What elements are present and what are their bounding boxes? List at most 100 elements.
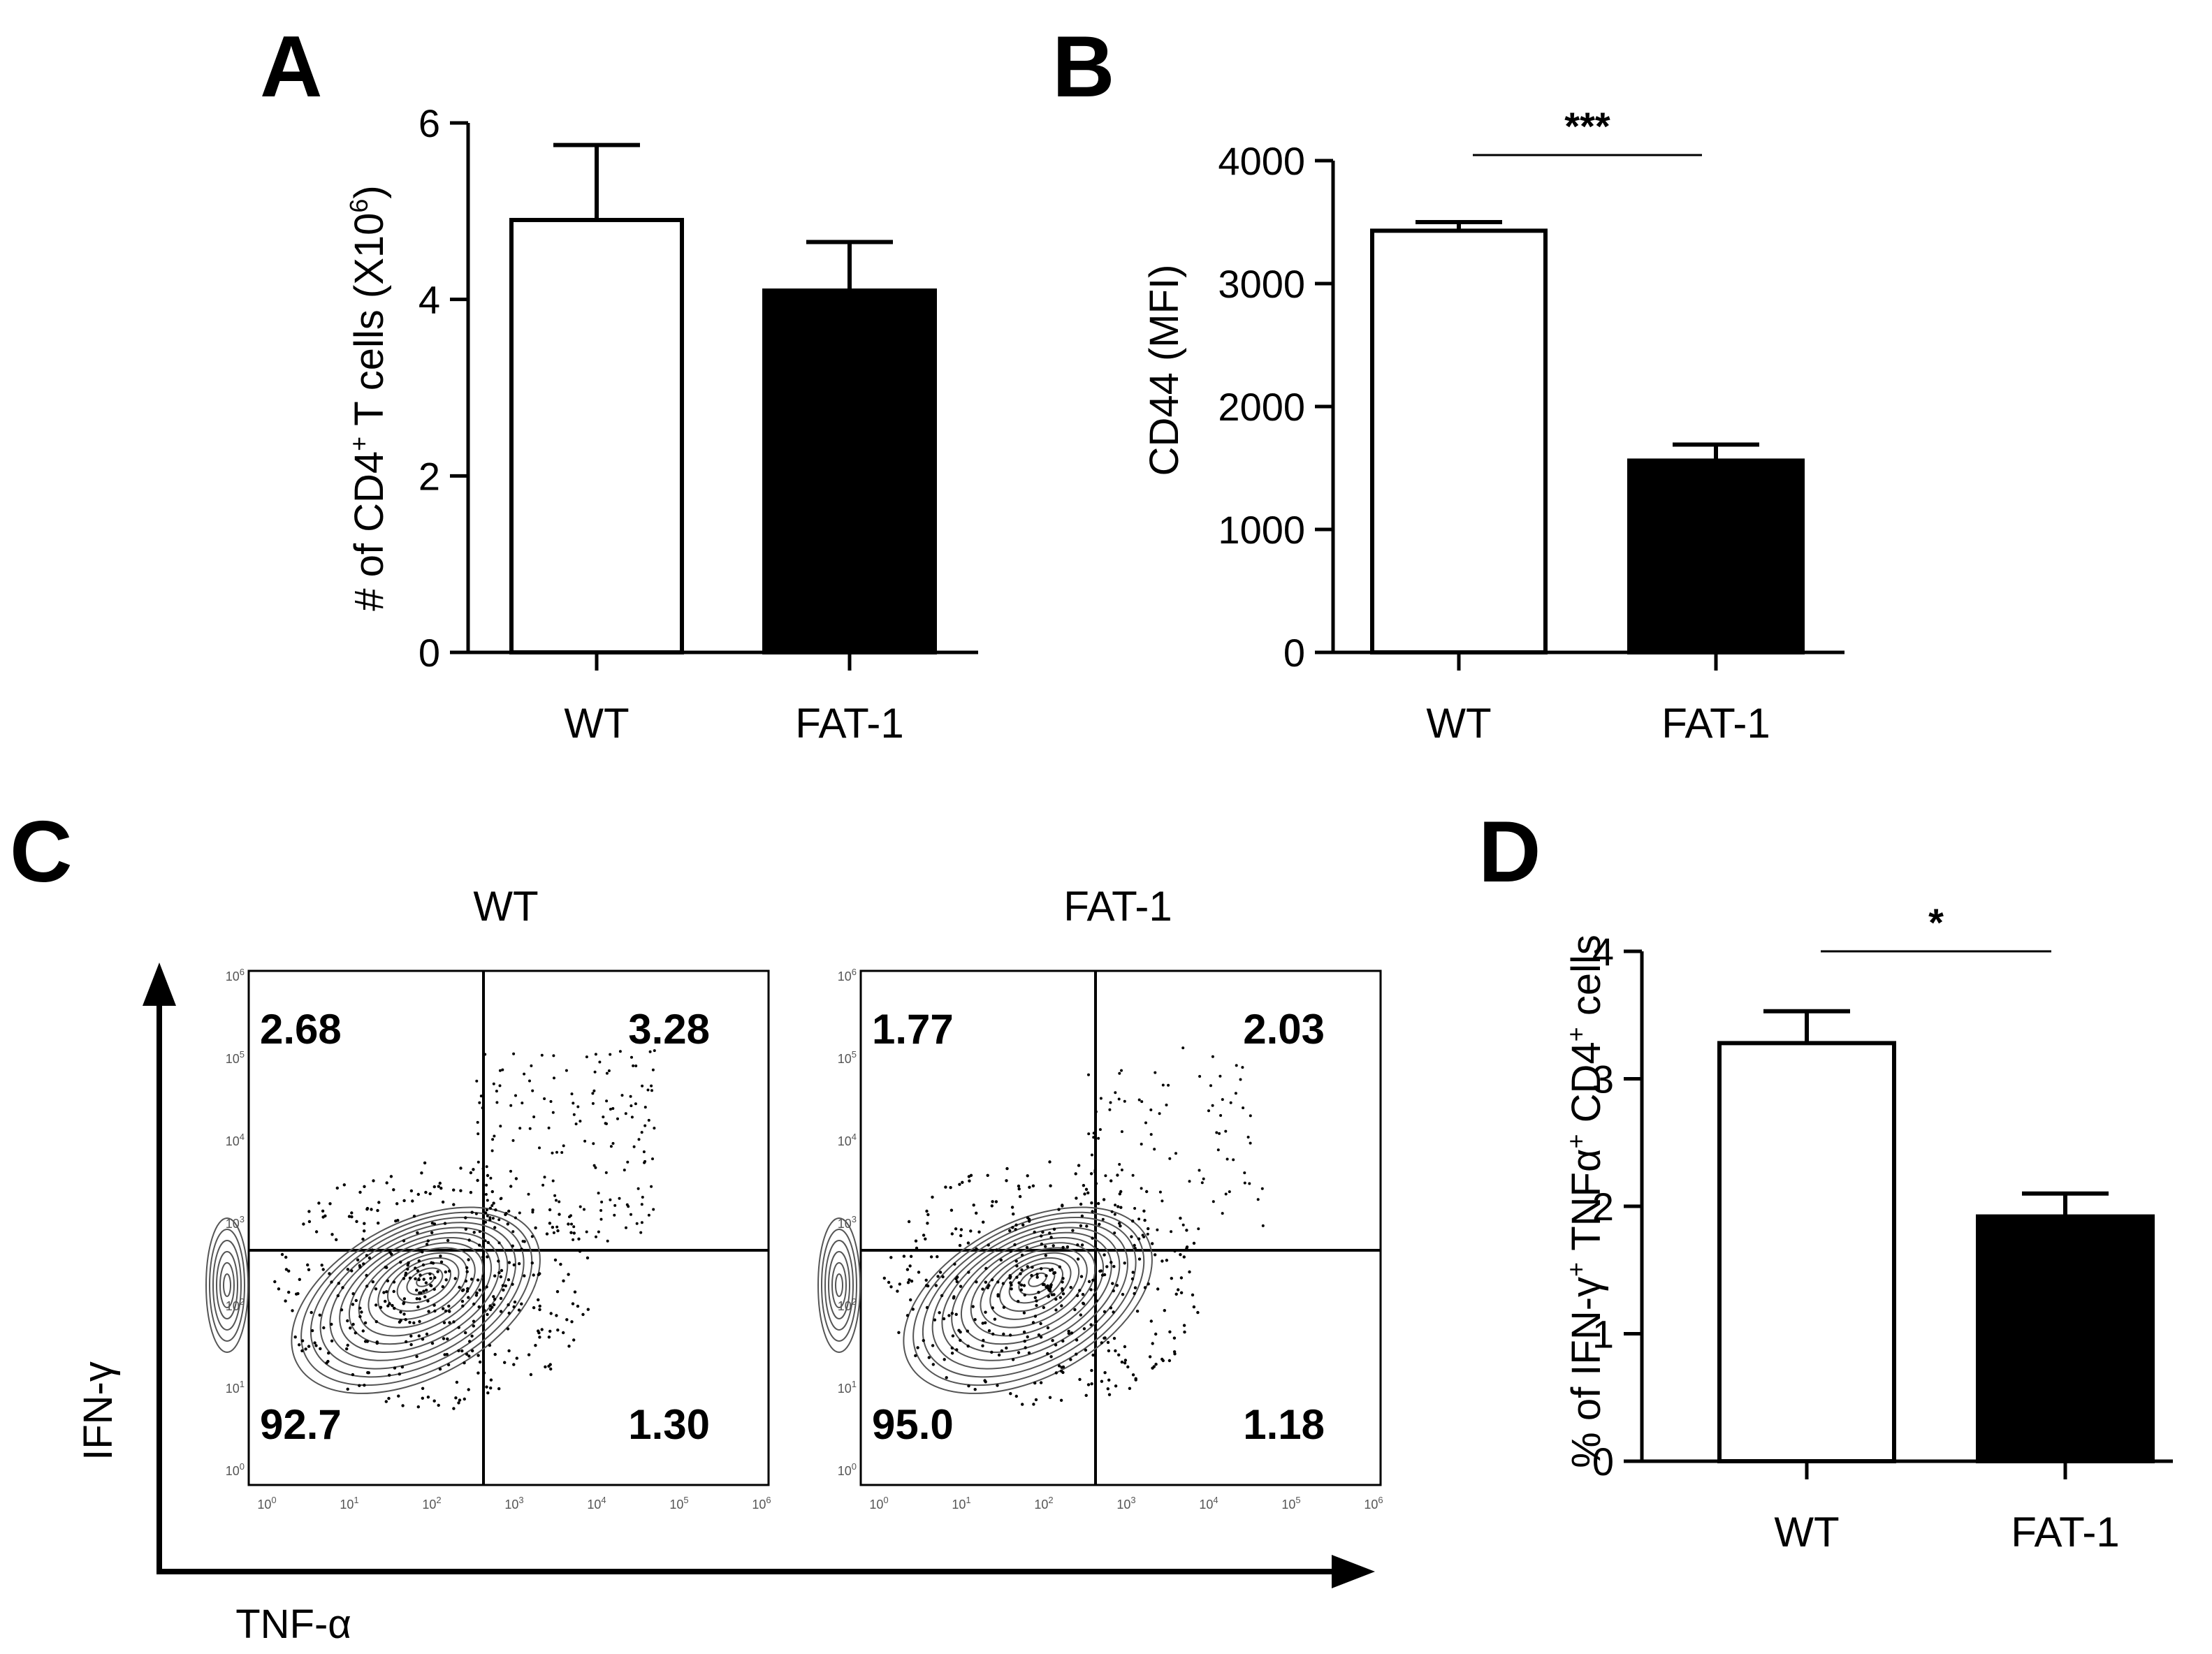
event-dot-wt: [514, 1177, 518, 1180]
event-dot-wt: [558, 1200, 561, 1203]
event-dot-fat1: [1153, 1148, 1156, 1151]
flow-axis-ticks: 100 100 101 101 102 102 103 103 104 104 105 105 106 1…: [226, 967, 1383, 1512]
event-dot-fat1: [931, 1344, 935, 1347]
event-dot-wt: [465, 1270, 469, 1273]
event-dot-fat1: [1053, 1271, 1057, 1275]
event-dot-wt: [439, 1260, 444, 1264]
event-dot-fat1: [1143, 1286, 1147, 1289]
event-dot-wt: [540, 1053, 544, 1057]
flow-xtick-wt: 101: [340, 1495, 358, 1512]
event-dot-fat1: [1077, 1164, 1081, 1167]
event-dot-wt: [470, 1210, 474, 1214]
event-dot-fat1: [950, 1352, 954, 1355]
contour-density-fat1: [817, 1206, 1153, 1394]
event-dot-fat1: [981, 1344, 984, 1348]
event-dot-wt: [445, 1352, 449, 1356]
panel-b-ytick-label: 3000: [1218, 262, 1305, 306]
event-dot-fat1: [1008, 1333, 1012, 1337]
event-dot-fat1: [1020, 1253, 1024, 1257]
event-dot-wt: [430, 1222, 435, 1225]
event-dot-wt: [422, 1289, 425, 1293]
event-dot-wt: [307, 1345, 311, 1348]
panel-b-bar-fat-1: [1627, 458, 1805, 654]
event-dot-fat1: [924, 1284, 929, 1287]
event-dot-wt: [280, 1252, 284, 1257]
event-dot-wt: [562, 1279, 565, 1283]
event-dot-fat1: [1113, 1213, 1116, 1216]
event-dot-fat1: [1080, 1214, 1084, 1218]
event-dot-wt: [360, 1310, 363, 1314]
event-dot-wt: [418, 1319, 421, 1324]
event-dot-wt: [399, 1319, 402, 1322]
event-dot-wt: [365, 1273, 368, 1278]
event-dot-wt: [399, 1310, 402, 1314]
event-dot-fat1: [1092, 1136, 1096, 1139]
panel-c-xlabel: TNF-α: [235, 1602, 351, 1647]
panel-d-bar-fat-1: [1976, 1214, 2155, 1463]
panel-d-category-label: FAT-1: [2011, 1509, 2120, 1556]
event-dot-fat1: [1037, 1333, 1041, 1337]
contour-edge-wt: [205, 1217, 249, 1353]
event-dots-wt: [273, 1049, 656, 1410]
event-dot-fat1: [1133, 1247, 1137, 1250]
event-dot-fat1: [1098, 1222, 1101, 1227]
event-dot-fat1: [1089, 1172, 1093, 1176]
event-dot-wt: [551, 1151, 554, 1155]
panel-b-category-label: WT: [1426, 700, 1491, 747]
event-dot-wt: [591, 1092, 595, 1095]
event-dot-fat1: [990, 1350, 994, 1354]
event-dot-wt: [424, 1190, 428, 1194]
event-dot-fat1: [896, 1289, 899, 1293]
event-dot-fat1: [977, 1230, 981, 1234]
event-dot-wt: [547, 1335, 551, 1339]
event-dot-wt: [492, 1082, 495, 1085]
event-dot-wt: [530, 1064, 533, 1067]
event-dot-wt: [295, 1292, 298, 1296]
event-dot-fat1: [907, 1220, 911, 1224]
event-dot-fat1: [1033, 1296, 1038, 1300]
event-dot-fat1: [1200, 1181, 1204, 1185]
event-dot-wt: [421, 1386, 425, 1391]
event-dot-wt: [457, 1326, 460, 1329]
event-dot-wt: [424, 1281, 428, 1285]
event-dot-fat1: [1015, 1264, 1019, 1268]
event-dot-fat1: [1109, 1101, 1112, 1104]
event-dot-wt: [417, 1278, 421, 1282]
event-dot-fat1: [1002, 1305, 1006, 1309]
event-dot-wt: [431, 1261, 435, 1265]
event-dot-wt: [388, 1302, 391, 1305]
event-dot-wt: [551, 1225, 555, 1229]
event-dot-fat1: [1117, 1353, 1121, 1357]
event-dot-fat1: [993, 1317, 997, 1321]
event-dot-wt: [476, 1354, 480, 1357]
event-dot-wt: [407, 1261, 410, 1265]
event-dot-wt: [363, 1321, 368, 1325]
event-dot-fat1: [1084, 1348, 1088, 1352]
event-dot-fat1: [968, 1179, 971, 1183]
event-dot-fat1: [1149, 1319, 1154, 1323]
event-dot-fat1: [1123, 1099, 1126, 1103]
event-dot-fat1: [1179, 1216, 1182, 1220]
contour-line-fat1: [1008, 1262, 1063, 1304]
event-dot-wt: [443, 1353, 446, 1356]
event-dot-fat1: [1078, 1289, 1082, 1292]
event-dot-wt: [532, 1115, 536, 1118]
event-dot-fat1: [1089, 1288, 1093, 1291]
event-dot-wt: [402, 1302, 405, 1305]
event-dot-wt: [511, 1139, 515, 1142]
event-dot-fat1: [972, 1203, 975, 1207]
event-dot-wt: [419, 1291, 423, 1295]
event-dot-wt: [491, 1217, 495, 1220]
event-dot-wt: [652, 1208, 655, 1211]
event-dot-fat1: [1145, 1190, 1149, 1194]
event-dot-wt: [531, 1089, 534, 1092]
event-dot-wt: [641, 1084, 644, 1088]
event-dot-wt: [330, 1339, 334, 1343]
event-dot-wt: [421, 1338, 425, 1341]
event-dot-wt: [314, 1230, 319, 1234]
event-dot-wt: [507, 1278, 511, 1282]
event-dot-fat1: [1158, 1190, 1162, 1194]
event-dot-wt: [495, 1101, 499, 1104]
event-dot-fat1: [1101, 1217, 1105, 1221]
event-dot-wt: [486, 1173, 490, 1178]
